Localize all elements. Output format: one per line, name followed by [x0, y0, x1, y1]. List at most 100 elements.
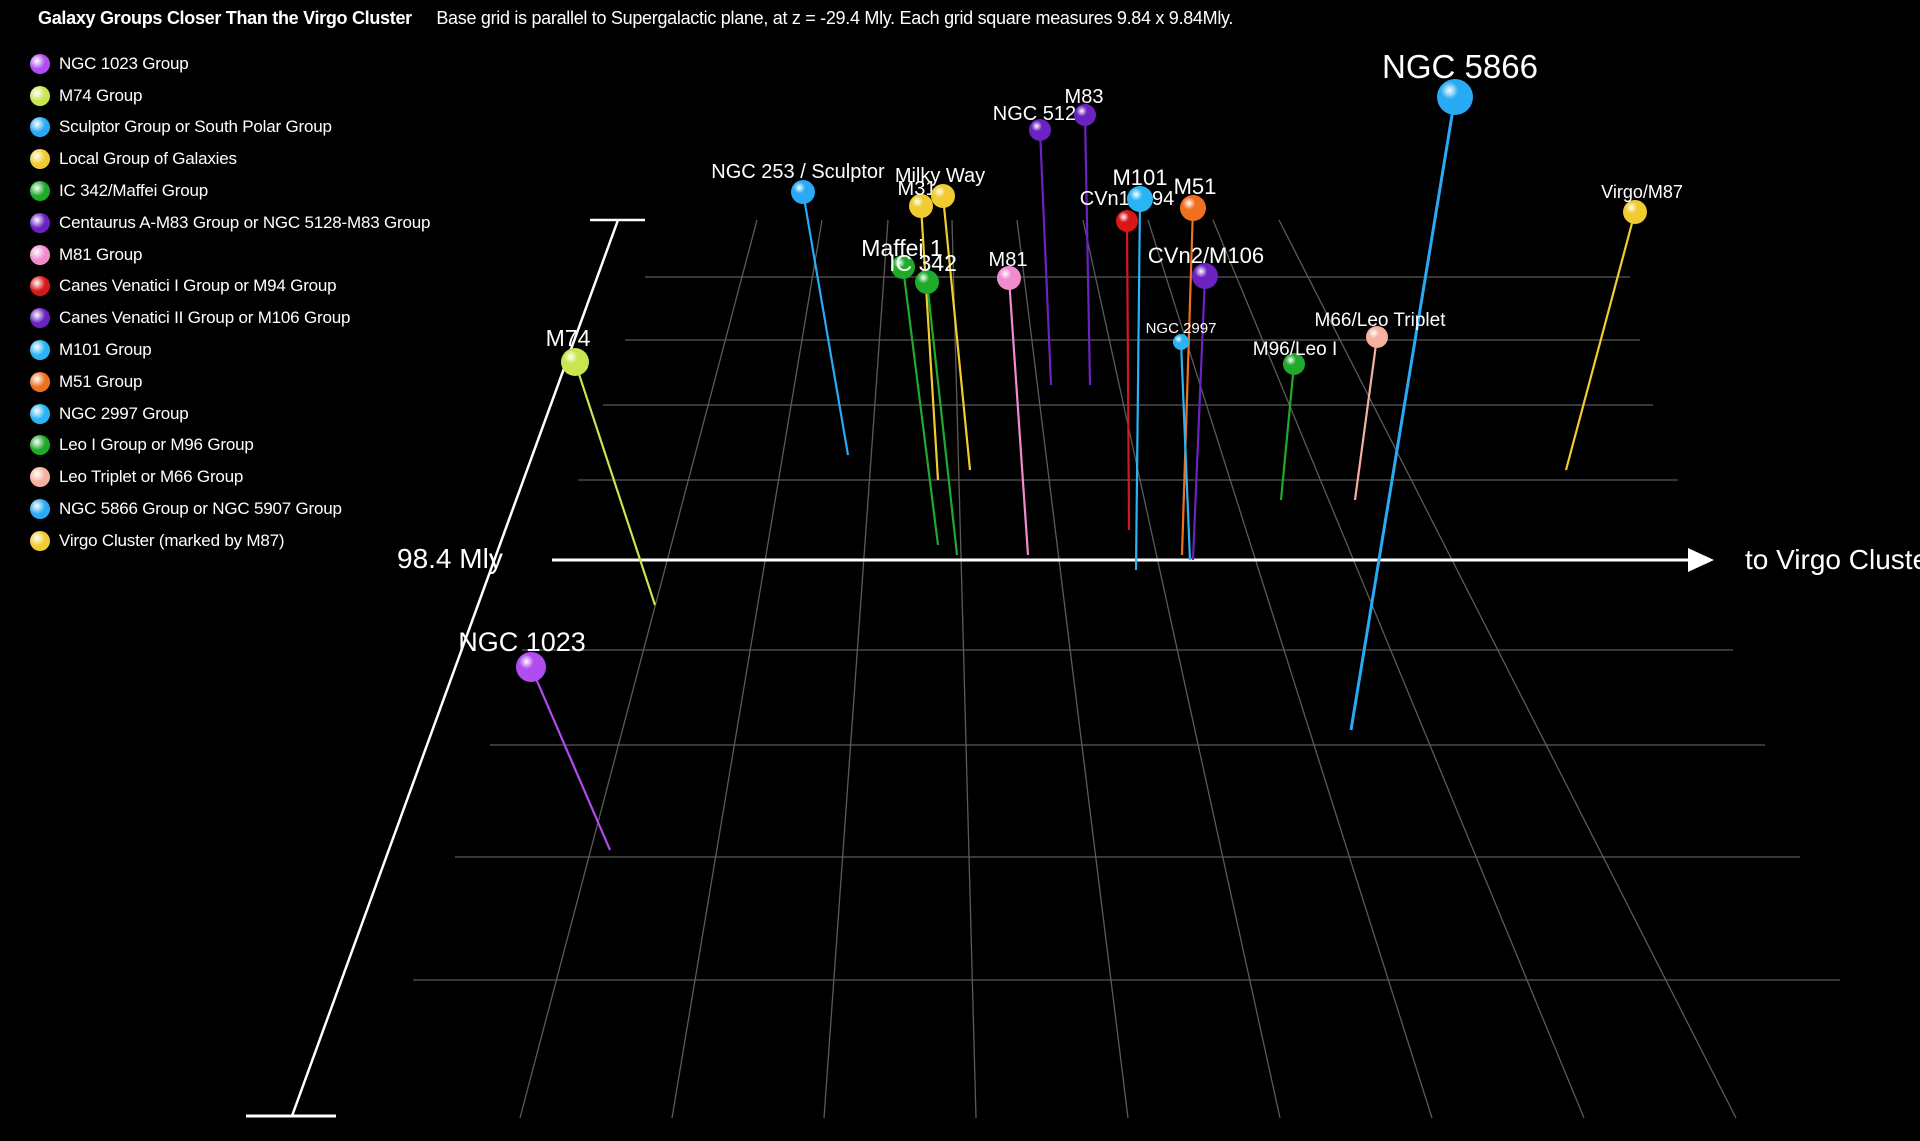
legend-swatch: [30, 499, 50, 520]
galaxy-label: M83: [1065, 86, 1104, 108]
legend-item: Leo I Group or M96 Group: [30, 430, 430, 462]
legend-label: Local Group of Galaxies: [59, 149, 237, 169]
legend-label: Canes Venatici II Group or M106 Group: [59, 308, 351, 328]
legend-swatch: [30, 530, 50, 551]
galaxy-label: NGC 5866: [1382, 48, 1538, 85]
galaxy-label: M96/Leo I: [1253, 339, 1338, 360]
galaxy-stem: [1134, 198, 1142, 571]
legend-label: NGC 1023 Group: [59, 53, 189, 73]
legend-item: Sculptor Group or South Polar Group: [30, 112, 430, 144]
galaxy-stem: [925, 281, 959, 556]
legend-label: Canes Venatici I Group or M94 Group: [59, 276, 337, 296]
galaxy-label: NGC 1023: [458, 627, 586, 657]
galaxy-point: [1116, 210, 1138, 232]
grid-line: [519, 219, 758, 1119]
legend-item: M51 Group: [30, 366, 430, 398]
legend-label: M74 Group: [59, 85, 143, 105]
galaxy-point: [931, 184, 955, 208]
galaxy-point: [1029, 119, 1051, 141]
legend-item: M74 Group: [30, 80, 430, 112]
galaxy-label: IC 342: [889, 250, 957, 276]
legend-item: Canes Venatici II Group or M106 Group: [30, 302, 430, 334]
galaxy-label: M66/Leo Triplet: [1315, 310, 1447, 331]
galaxy-label: CVn2/M106: [1148, 243, 1264, 268]
chart-title: Galaxy Groups Closer Than the Virgo Clus…: [38, 8, 412, 28]
legend-swatch: [30, 340, 50, 361]
legend-label: Sculptor Group or South Polar Group: [59, 117, 332, 137]
galaxy-label: Maffei 1: [861, 235, 942, 261]
galaxy-stem: [1179, 341, 1192, 561]
galaxy-point: [1623, 200, 1647, 224]
galaxy-label: Milky Way: [895, 165, 985, 187]
chart-header: Galaxy Groups Closer Than the Virgo Clus…: [38, 8, 1233, 38]
legend-item: NGC 1023 Group: [30, 48, 430, 80]
legend-label: Centaurus A-M83 Group or NGC 5128-M83 Gr…: [59, 212, 431, 232]
legend-item: Leo Triplet or M66 Group: [30, 461, 430, 493]
galaxy-stem: [573, 361, 657, 606]
galaxy-stem: [919, 205, 940, 481]
galaxy-label: NGC 253 / Sculptor: [711, 161, 885, 183]
galaxy-stem: [941, 195, 972, 471]
legend-swatch: [30, 467, 50, 488]
legend-label: M81 Group: [59, 244, 143, 264]
legend-label: Leo I Group or M96 Group: [59, 435, 254, 455]
galaxy-point: [915, 270, 939, 294]
grid-line: [1278, 219, 1737, 1119]
legend-label: IC 342/Maffei Group: [59, 181, 208, 201]
legend-label: NGC 5866 Group or NGC 5907 Group: [59, 499, 342, 519]
legend-item: Canes Venatici I Group or M94 Group: [30, 271, 430, 303]
galaxy-stem: [1564, 211, 1637, 471]
base-grid: [413, 219, 1840, 1119]
galaxy-point: [791, 180, 815, 204]
galaxy-point: [1127, 186, 1153, 212]
galaxy-label: M51: [1174, 174, 1217, 199]
galaxy-point: [1283, 353, 1305, 375]
galaxy-stem: [801, 191, 850, 456]
legend-swatch: [30, 276, 50, 297]
legend-item: Centaurus A-M83 Group or NGC 5128-M83 Gr…: [30, 207, 430, 239]
chart-subtitle: Base grid is parallel to Supergalactic p…: [436, 8, 1234, 28]
galaxy-stem: [1083, 114, 1092, 386]
galaxy-point: [909, 194, 933, 218]
galaxy-stem: [1353, 336, 1379, 501]
galaxy-stem: [1007, 277, 1030, 556]
legend-swatch: [30, 371, 50, 392]
galaxy-stem: [1191, 275, 1207, 561]
galaxy-point: [891, 255, 915, 279]
grid-line: [671, 219, 823, 1119]
galaxy-point: [1366, 326, 1388, 348]
legend-label: Leo Triplet or M66 Group: [59, 467, 244, 487]
galaxy-point: [1437, 79, 1473, 115]
legend-swatch: [30, 212, 50, 233]
legend-item: NGC 2997 Group: [30, 398, 430, 430]
arrow-head: [1688, 548, 1714, 572]
galaxy-label: Virgo/M87: [1601, 182, 1683, 202]
galaxy-stems: [529, 96, 1637, 851]
legend-label: NGC 2997 Group: [59, 403, 189, 423]
galaxy-point: [1173, 334, 1189, 350]
galaxy-stem: [1349, 96, 1457, 731]
galaxy-point: [997, 266, 1021, 290]
galaxy-label: M81: [989, 249, 1028, 271]
legend-item: M101 Group: [30, 334, 430, 366]
grid-line: [1082, 219, 1281, 1119]
galaxy-label: M31: [898, 178, 937, 200]
legend-item: Virgo Cluster (marked by M87): [30, 525, 430, 557]
legend-swatch: [30, 308, 50, 329]
galaxy-stem: [1038, 129, 1053, 386]
grid-line: [823, 219, 889, 1119]
galaxy-point: [516, 652, 546, 682]
grid-line: [1016, 219, 1129, 1119]
legend-swatch: [30, 149, 50, 170]
legend-swatch: [30, 53, 50, 74]
legend-item: Local Group of Galaxies: [30, 143, 430, 175]
galaxy-point: [1074, 104, 1096, 126]
galaxy-point: [1180, 195, 1206, 221]
galaxy-stem: [529, 666, 612, 851]
legend-swatch: [30, 181, 50, 202]
galaxy-point: [561, 348, 589, 376]
legend-label: Virgo Cluster (marked by M87): [59, 530, 285, 550]
legend-swatch: [30, 403, 50, 424]
legend-item: NGC 5866 Group or NGC 5907 Group: [30, 493, 430, 525]
